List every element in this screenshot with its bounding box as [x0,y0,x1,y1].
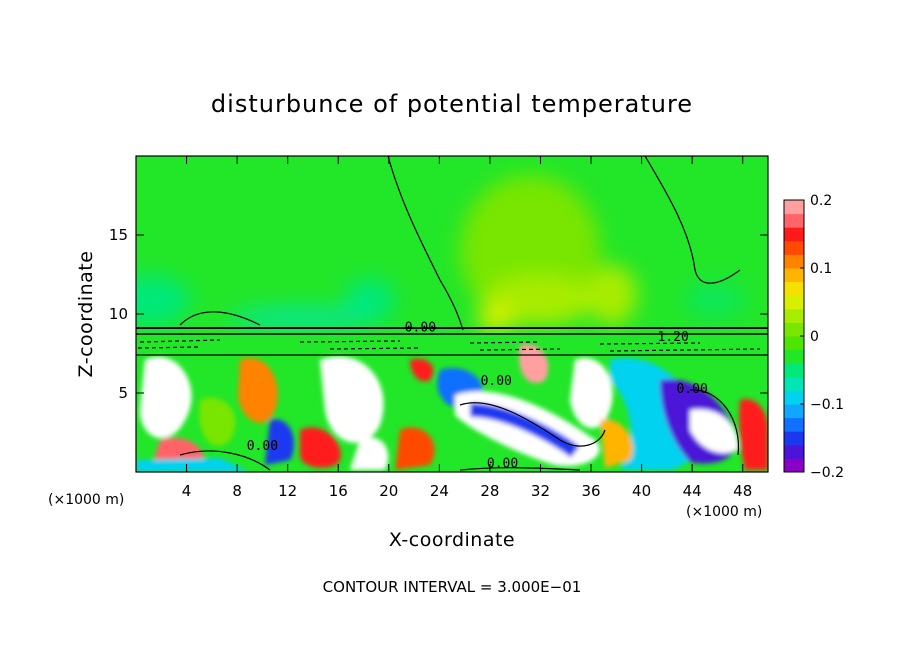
colorbar-swatch [784,404,804,419]
contour-label: 0.00 [677,382,708,397]
colorbar-swatch [784,308,804,323]
x-tick-label: 48 [733,482,752,500]
x-tick-label: 40 [632,482,651,500]
colorbar-swatch [784,254,804,269]
x-tick-label: 44 [683,482,702,500]
colorbar-swatch [784,363,804,378]
x-unit-right: (×1000 m) [686,504,762,520]
colorbar-swatch [784,458,804,473]
colorbar-swatch [784,227,804,242]
x-axis-ticks: 4 8 12 16 20 24 28 32 36 40 44 48 [182,156,752,500]
upper-layer-patches [136,175,745,332]
colorbar-tick-label: 0.2 [810,193,832,209]
x-tick-label: 8 [232,482,242,500]
colorbar-tick-label: −0.1 [810,397,844,413]
y-tick-label: 15 [109,226,128,244]
x-tick-label: 32 [531,482,550,500]
contour-labels: 0.00 0.00 0.00 0.00 0.00 1.20 [247,320,708,471]
chart-title: disturbunce of potential temperature [211,90,693,118]
colorbar-swatch [784,376,804,391]
contour-label: 1.20 [658,330,689,345]
colorbar-swatch [784,268,804,283]
x-axis-label: X-coordinate [389,529,515,551]
colorbar-swatch [784,444,804,459]
colorbar-swatch [784,200,804,215]
plot-area [136,156,768,472]
colorbar-swatch [784,281,804,296]
contour-label: 0.00 [247,439,278,454]
x-tick-label: 36 [581,482,600,500]
colorbar-tick-label: −0.2 [810,465,844,481]
contour-label: 0.00 [481,374,512,389]
y-axis-ticks: 5 10 15 [109,226,768,402]
colorbar-swatch [784,349,804,364]
x-unit-left: (×1000 m) [48,492,124,508]
colorbar [784,200,804,473]
colorbar-swatch [784,295,804,310]
colorbar-swatch [784,390,804,405]
x-tick-label: 4 [182,482,192,500]
colorbar-swatch [784,431,804,446]
upper-layer-field [136,156,768,334]
colorbar-swatch [784,240,804,255]
x-tick-label: 20 [379,482,398,500]
y-tick-label: 5 [118,384,128,402]
x-tick-label: 12 [278,482,297,500]
contour-lines [136,156,768,471]
colorbar-swatch [784,336,804,351]
contour-label: 0.00 [487,456,518,471]
colorbar-swatch [784,417,804,432]
x-tick-label: 16 [329,482,348,500]
y-axis-label: Z-coordinate [75,251,97,378]
colorbar-swatch [784,322,804,337]
contour-label: 0.00 [405,320,436,335]
contour-interval-note: CONTOUR INTERVAL = 3.000E−01 [323,578,582,596]
colorbar-swatch [784,213,804,228]
colorbar-tick-label: 0 [810,329,819,345]
x-tick-label: 24 [430,482,449,500]
y-tick-label: 10 [109,305,128,323]
colorbar-tick-label: 0.1 [810,261,832,277]
colorbar-ticks: 0.2 0.1 0 −0.1 −0.2 [800,193,844,481]
lower-layer-patches [136,344,768,472]
x-tick-label: 28 [480,482,499,500]
